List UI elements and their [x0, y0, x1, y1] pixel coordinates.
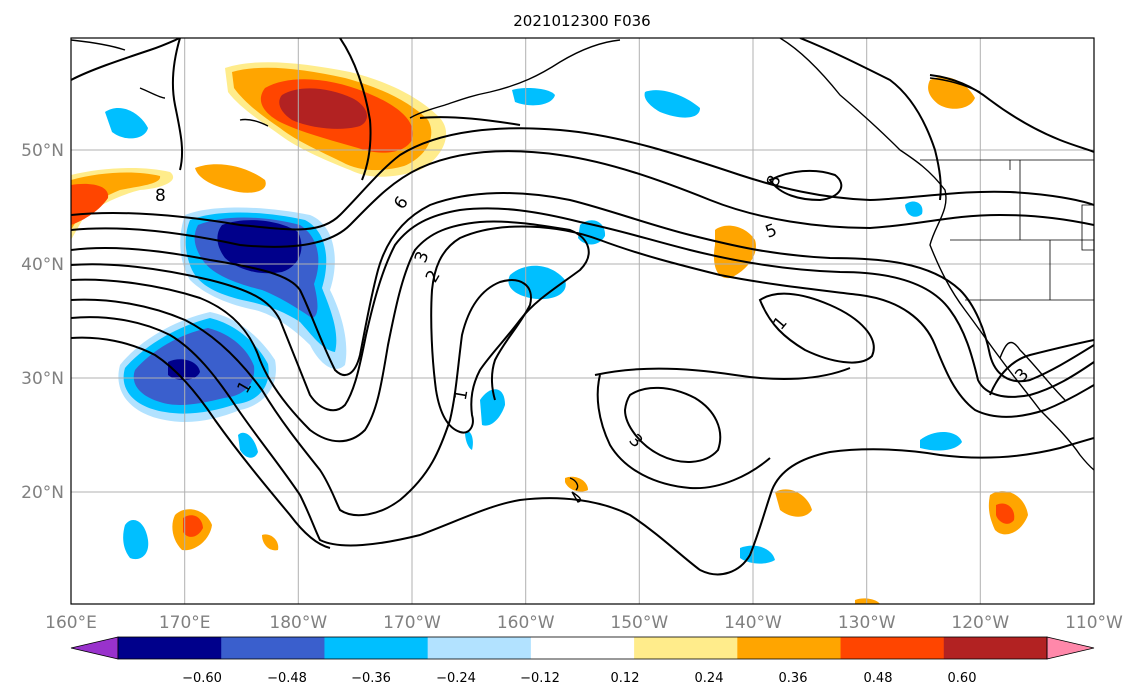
colorbar-label: 0.60 — [948, 671, 977, 686]
contour-lines — [71, 38, 1094, 576]
contour-label: 3 — [625, 430, 647, 452]
lon-tick-label: 140°W — [724, 613, 782, 633]
colorbar-swatch — [221, 637, 325, 659]
lon-tick-label: 150°W — [610, 613, 668, 633]
colorbar-swatch — [324, 637, 429, 659]
contour-label: 8 — [155, 186, 166, 206]
plot-frame — [70, 37, 1095, 605]
colorbar-swatch — [118, 637, 222, 659]
colorbar-extend-low — [70, 636, 119, 660]
contour-label: 1 — [451, 388, 473, 402]
contour-label: 5 — [763, 220, 780, 242]
anomaly-fill-layer — [71, 62, 1028, 604]
colorbar-swatch — [530, 637, 635, 659]
colorbar-label: −0.36 — [351, 671, 391, 686]
contour-label: 3 — [411, 249, 433, 266]
figure-title: 2021012300 F036 — [513, 12, 650, 30]
colorbar-swatch — [427, 637, 532, 659]
lat-tick-label: 40°N — [21, 255, 64, 275]
contour-label: 6 — [390, 193, 413, 213]
lon-tick-label: 160°E — [45, 613, 97, 633]
contour-label: 3 — [1011, 365, 1033, 387]
colorbar-swatch — [634, 637, 738, 659]
colorbar-label: 0.36 — [779, 671, 808, 686]
colorbar-label: −0.24 — [436, 671, 476, 686]
plot-area: 8 6 3 2 1 1 3 5 8 1 3 — [71, 38, 1094, 604]
lon-tick-label: 110°W — [1065, 613, 1123, 633]
colorbar-swatches — [70, 636, 1095, 660]
lon-tick-label: 160°W — [497, 613, 555, 633]
colorbar-label: −0.60 — [182, 671, 222, 686]
lon-tick-label: 130°W — [838, 613, 896, 633]
colorbar-swatch — [943, 637, 1048, 659]
colorbar: −0.60 −0.48 −0.36 −0.24 −0.12 0.12 0.24 … — [70, 636, 1095, 686]
colorbar-labels: −0.60 −0.48 −0.36 −0.24 −0.12 0.12 0.24 … — [182, 671, 976, 686]
colorbar-label: 0.48 — [864, 671, 893, 686]
lon-tick-label: 120°W — [951, 613, 1009, 633]
colorbar-label: −0.12 — [520, 671, 560, 686]
colorbar-extend-high — [1046, 636, 1095, 660]
colorbar-label: 0.24 — [695, 671, 724, 686]
lon-tick-label: 180°W — [269, 613, 327, 633]
contour-label: 2 — [422, 267, 445, 286]
colorbar-swatch — [840, 637, 945, 659]
lat-tick-label: 20°N — [21, 483, 64, 503]
colorbar-frame — [117, 636, 1048, 660]
lon-tick-label: 170°W — [383, 613, 441, 633]
longitude-tick-labels: 160°E 170°E 180°W 170°W 160°W 150°W 140°… — [45, 613, 1123, 633]
colorbar-swatch — [737, 637, 842, 659]
colorbar-label: 0.12 — [611, 671, 640, 686]
contour-label: 1 — [769, 313, 791, 334]
latitude-tick-labels: 50°N 40°N 30°N 20°N — [21, 141, 64, 503]
colorbar-label: −0.48 — [267, 671, 307, 686]
lon-tick-label: 170°E — [159, 613, 211, 633]
lat-tick-label: 30°N — [21, 369, 64, 389]
lat-tick-label: 50°N — [21, 141, 64, 161]
